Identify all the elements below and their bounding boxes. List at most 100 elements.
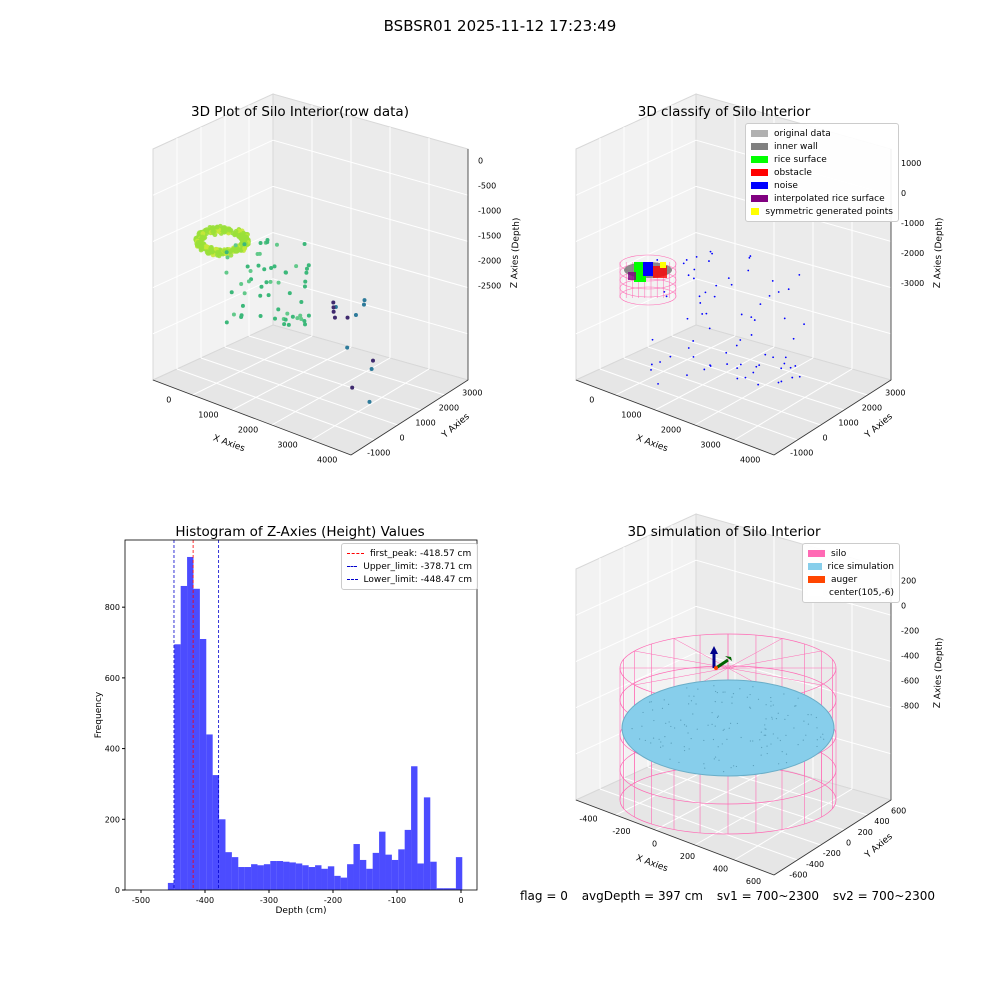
status-sv2: sv2 = 700~2300 [832, 889, 935, 903]
classify-legend: original data inner wall rice surface ob… [745, 123, 899, 222]
z-tick-label: 200 [901, 577, 916, 586]
noise-point [682, 262, 685, 265]
histogram-bar [206, 734, 213, 890]
rice-point [752, 686, 754, 688]
rice-point [663, 699, 665, 701]
rice-point [749, 707, 752, 709]
z-tick-label: -1000 [901, 219, 924, 228]
rice-point [707, 724, 709, 726]
rice-point [678, 761, 680, 764]
rice-point [785, 761, 788, 764]
grid-line [575, 605, 697, 662]
z-tick-label: -400 [901, 652, 919, 661]
rice-point [658, 738, 660, 740]
rice-point [736, 722, 739, 725]
rice-point [785, 753, 788, 755]
data-point [229, 290, 234, 295]
noise-point [709, 250, 712, 253]
data-point [369, 366, 374, 371]
z-tick-label: 1000 [901, 159, 921, 168]
data-point [224, 250, 229, 255]
grid-line [272, 185, 469, 242]
noise-point [772, 356, 775, 359]
rice-point [763, 734, 765, 736]
grid-line [311, 368, 430, 441]
rice-point [764, 734, 767, 736]
y-tick-label: 2000 [439, 404, 459, 413]
noise-mark [643, 262, 653, 276]
data-point [224, 270, 229, 275]
rice-point [668, 721, 670, 723]
y-tick-label: 3000 [462, 389, 482, 398]
data-point [306, 263, 311, 268]
data-point [283, 270, 288, 275]
data-point [200, 231, 206, 236]
noise-point [749, 255, 752, 257]
histogram-bar [417, 863, 424, 890]
rice-point [683, 746, 685, 748]
noise-point [791, 376, 794, 379]
grid-line [575, 232, 697, 289]
noise-point [698, 295, 701, 298]
y-tick-label: 0 [823, 434, 828, 443]
data-point [299, 300, 304, 305]
grid-line [575, 139, 697, 196]
x-tick-label: 600 [746, 877, 761, 886]
data-point [204, 227, 210, 233]
rice-point [664, 736, 666, 738]
noise-point [730, 283, 733, 286]
rice-point [713, 685, 715, 687]
rice-point [805, 734, 807, 736]
rice-point [650, 701, 652, 703]
grid-line [152, 278, 274, 335]
noise-point [750, 334, 753, 336]
rice-point [712, 738, 715, 741]
rice-point [690, 737, 692, 740]
z-tick-label: -2000 [478, 257, 501, 266]
x-tick-label: -400 [196, 896, 214, 905]
legend-item-symmetric: symmetric generated points [751, 205, 893, 218]
x-tick-label: 4000 [317, 456, 337, 465]
noise-point [798, 273, 801, 276]
rice-point [692, 713, 694, 715]
noise-point [715, 284, 718, 287]
noise-point [803, 323, 805, 326]
x-tick-label: -500 [132, 896, 150, 905]
data-point [298, 313, 303, 318]
noise-point [651, 338, 654, 341]
legend-item-original-data: original data [751, 127, 893, 140]
histogram-bar [263, 864, 271, 890]
rice-point [783, 693, 785, 695]
rice-point [771, 716, 773, 718]
legend-item-interpolated: interpolated rice surface [751, 192, 893, 205]
data-point [282, 322, 287, 327]
legend-swatch [751, 156, 768, 163]
rice-point [816, 739, 818, 741]
noise-point [777, 291, 780, 293]
legend-swatch [808, 576, 825, 583]
data-point [237, 247, 242, 253]
x-tick-label: 4000 [740, 456, 760, 465]
rice-point [749, 740, 751, 742]
data-point [258, 314, 263, 319]
data-point [233, 229, 239, 234]
x-tick-label: 400 [713, 864, 728, 873]
grid-line [599, 368, 798, 441]
data-point [231, 246, 237, 252]
histogram-bar [251, 864, 258, 890]
x-tick-label: -300 [260, 896, 278, 905]
rice-point [652, 709, 654, 711]
noise-point [748, 256, 751, 259]
grid-line [734, 368, 853, 441]
data-point [224, 320, 229, 325]
data-point [242, 246, 248, 251]
legend-item-inner-wall: inner wall [751, 140, 893, 153]
rice-point [661, 707, 664, 710]
legend-line [347, 566, 358, 567]
data-point [287, 291, 292, 296]
data-point [248, 269, 253, 274]
rice-point [779, 739, 781, 742]
noise-point [703, 368, 706, 371]
data-point [331, 300, 336, 305]
interpolated-mark [628, 272, 636, 280]
